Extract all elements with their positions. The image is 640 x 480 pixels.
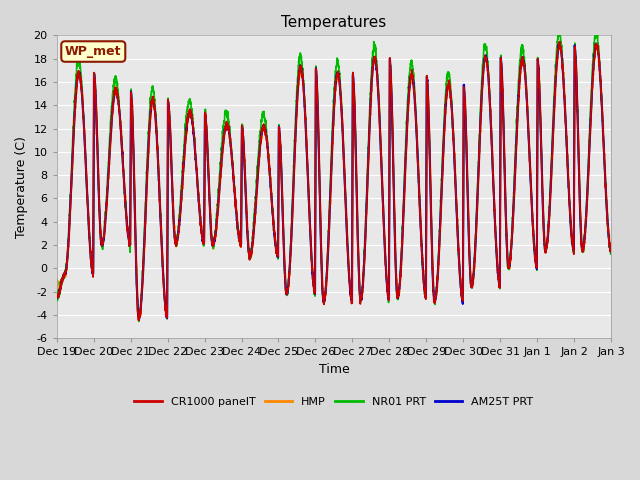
NR01 PRT (208, 236, 216, 241)
CR1000 panelT (134, 318, 142, 324)
CR1000 panelT (398, 248, 406, 253)
HMP (388, 100, 396, 106)
Line: HMP: HMP (57, 43, 611, 318)
Text: WP_met: WP_met (65, 45, 122, 58)
HMP (172, 240, 179, 246)
AM25T PRT (172, 241, 179, 247)
NR01 PRT (388, 109, 396, 115)
NR01 PRT (555, 26, 563, 32)
NR01 PRT (135, 319, 143, 324)
AM25T PRT (208, 238, 216, 244)
CR1000 panelT (607, 248, 615, 254)
HMP (607, 243, 615, 249)
HMP (53, 281, 61, 287)
CR1000 panelT (208, 235, 216, 241)
AM25T PRT (555, 42, 563, 48)
HMP (607, 250, 615, 255)
HMP (555, 48, 563, 53)
CR1000 panelT (555, 42, 563, 48)
AM25T PRT (593, 41, 600, 47)
AM25T PRT (607, 248, 615, 253)
Line: CR1000 panelT: CR1000 panelT (57, 41, 611, 321)
AM25T PRT (398, 249, 406, 254)
CR1000 panelT (53, 294, 61, 300)
AM25T PRT (607, 248, 615, 253)
CR1000 panelT (607, 247, 615, 253)
Y-axis label: Temperature (C): Temperature (C) (15, 136, 28, 238)
NR01 PRT (607, 245, 615, 251)
NR01 PRT (53, 294, 61, 300)
Legend: CR1000 panelT, HMP, NR01 PRT, AM25T PRT: CR1000 panelT, HMP, NR01 PRT, AM25T PRT (130, 392, 538, 411)
HMP (208, 232, 216, 238)
NR01 PRT (607, 248, 615, 253)
AM25T PRT (135, 316, 143, 322)
X-axis label: Time: Time (319, 363, 349, 376)
NR01 PRT (398, 245, 406, 251)
CR1000 panelT (556, 38, 563, 44)
AM25T PRT (53, 295, 61, 301)
CR1000 panelT (388, 111, 396, 117)
HMP (163, 315, 171, 321)
HMP (398, 254, 406, 260)
NR01 PRT (172, 242, 179, 248)
Line: AM25T PRT: AM25T PRT (57, 44, 611, 319)
CR1000 panelT (172, 240, 179, 245)
NR01 PRT (555, 27, 563, 33)
AM25T PRT (388, 113, 396, 119)
Title: Temperatures: Temperatures (282, 15, 387, 30)
Line: NR01 PRT: NR01 PRT (57, 29, 611, 322)
HMP (556, 40, 563, 46)
